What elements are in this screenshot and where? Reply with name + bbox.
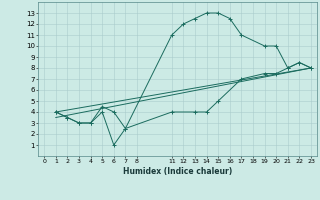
X-axis label: Humidex (Indice chaleur): Humidex (Indice chaleur) (123, 167, 232, 176)
